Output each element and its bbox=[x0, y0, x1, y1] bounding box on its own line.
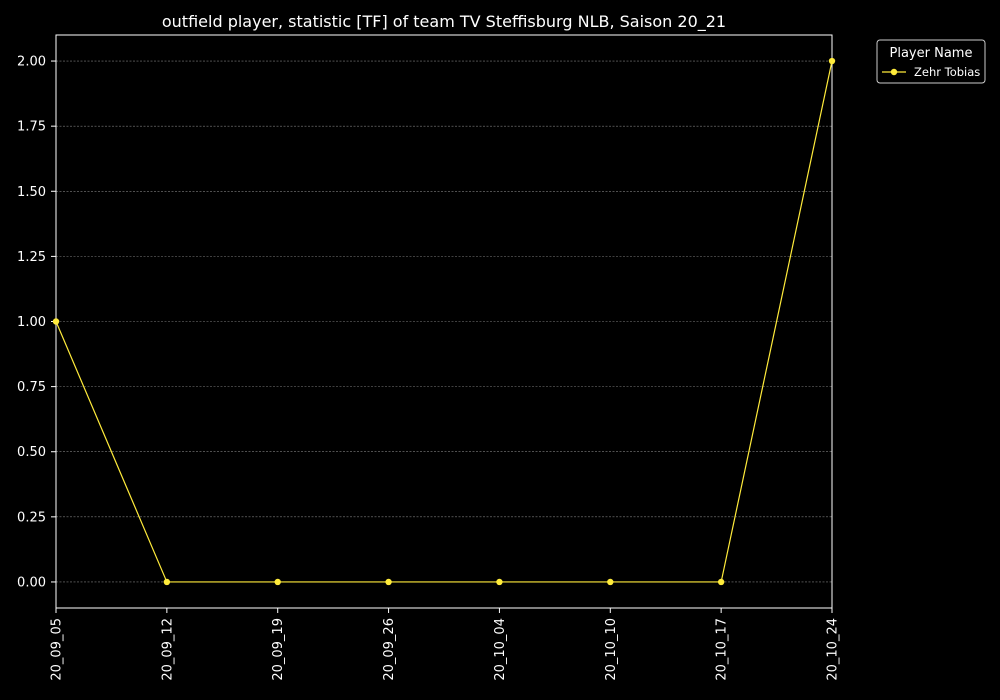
y-tick-label: 2.00 bbox=[17, 55, 46, 70]
data-point bbox=[717, 578, 725, 586]
y-tick-label: 0.25 bbox=[17, 510, 46, 525]
data-point bbox=[496, 578, 503, 586]
chart-title: outfield player, statistic [TF] of team … bbox=[162, 12, 726, 32]
y-tick-label: 1.25 bbox=[17, 250, 46, 265]
series-layer bbox=[52, 57, 836, 586]
legend-point-marker bbox=[890, 68, 898, 76]
legend-title: Player Name bbox=[890, 46, 973, 61]
legend-label-zehr-tobias: Zehr Tobias bbox=[914, 65, 980, 79]
x-tick-label: 20_10_04 bbox=[493, 618, 508, 681]
data-point bbox=[385, 578, 392, 586]
data-point bbox=[274, 578, 281, 586]
y-tick-label: 1.75 bbox=[17, 120, 46, 135]
y-tick-label: 0.50 bbox=[17, 445, 46, 460]
x-tick-label: 20_10_24 bbox=[826, 618, 841, 681]
data-point bbox=[52, 318, 60, 325]
y-tick-label: 0.75 bbox=[17, 380, 46, 395]
data-point bbox=[607, 578, 614, 586]
data-point bbox=[163, 578, 171, 586]
x-tick-label: 20_10_10 bbox=[604, 618, 619, 681]
axes: 0.00 0.25 0.50 0.75 1.00 1.25 1.50 1.75 2.00 20_0… bbox=[17, 34, 841, 681]
data-point bbox=[828, 57, 836, 65]
y-tick-label: 0.00 bbox=[17, 575, 46, 590]
y-tick-label: 1.00 bbox=[17, 315, 46, 330]
y-tick-label: 1.50 bbox=[17, 185, 46, 200]
x-tick-label: 20_09_12 bbox=[160, 618, 175, 681]
series-line bbox=[55, 60, 833, 583]
x-tick-label: 20_10_17 bbox=[715, 618, 730, 681]
legend: Player Name Zehr Tobias bbox=[876, 39, 986, 84]
x-tick-label: 20_09_26 bbox=[382, 618, 397, 681]
x-tick-label: 20_09_05 bbox=[50, 618, 65, 681]
x-tick-label: 20_09_19 bbox=[271, 618, 286, 681]
